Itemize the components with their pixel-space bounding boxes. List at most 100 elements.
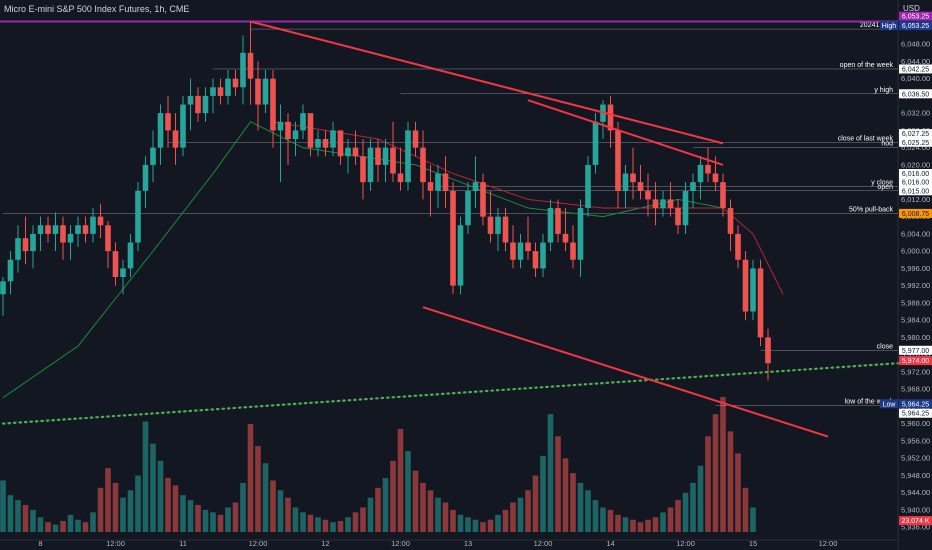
y-tick-label: 6,024.00: [901, 143, 930, 152]
candle-body: [22, 238, 29, 252]
volume-bar: [735, 453, 741, 532]
y-tick-label: 5,972.00: [901, 367, 930, 376]
y-tick-label: 5,956.00: [901, 436, 930, 445]
candle-body: [142, 164, 149, 191]
price-tag: [899, 177, 932, 187]
volume-bar: [382, 478, 389, 532]
price-tag-text: 6,053.25: [902, 23, 929, 30]
volume-bar: [517, 497, 524, 532]
candle-body: [135, 190, 141, 243]
candle-body: [97, 216, 104, 226]
candle-body: [60, 225, 66, 243]
price-tag-flag-text: Low: [883, 401, 897, 408]
candle-body: [705, 164, 711, 174]
volume-bar: [90, 512, 96, 532]
volume-bar: [420, 482, 426, 532]
volume-bar: [307, 514, 314, 532]
volume-bar: [435, 497, 441, 532]
volume-bar: [742, 487, 749, 532]
x-tick-label: 12:00: [676, 539, 695, 548]
x-tick-label: 12:00: [249, 539, 268, 548]
volume-bar: [675, 500, 681, 532]
volume-bar: [22, 505, 29, 532]
price-tag-text: 5,964.25: [902, 411, 929, 418]
candle-body: [345, 147, 351, 157]
candle-body: [210, 87, 216, 96]
volume-bar: [15, 500, 21, 532]
price-tag: [899, 516, 932, 526]
volume-bar: [105, 468, 111, 532]
volume-bar: [660, 512, 666, 532]
currency-label[interactable]: USD: [903, 4, 920, 13]
candle-body: [37, 225, 44, 234]
level-label: y high: [874, 87, 893, 94]
candle-body: [540, 242, 546, 269]
candle-body: [570, 242, 576, 260]
candle-body: [247, 52, 254, 79]
candle-body: [217, 87, 224, 96]
ema-red-line: [272, 121, 784, 295]
candle-body: [397, 173, 404, 183]
volume-bar: [562, 458, 569, 532]
candle-body: [765, 337, 771, 364]
candle-body: [232, 78, 239, 88]
y-tick-label: 6,032.00: [901, 109, 930, 118]
candle-body: [195, 95, 201, 114]
candle-body: [742, 259, 749, 312]
candle-body: [127, 242, 134, 269]
x-tick-label: 12:00: [534, 539, 553, 548]
volume-bar: [285, 497, 291, 532]
volume-bar: [667, 507, 674, 532]
price-tag: [899, 356, 932, 366]
candle-body: [75, 225, 81, 234]
price-tag: [899, 186, 932, 196]
volume-bar: [315, 517, 321, 532]
candle-body: [352, 147, 359, 157]
level-label: open: [877, 184, 893, 191]
volume-bar: [75, 519, 81, 532]
volume-bar: [202, 509, 209, 532]
volume-bar: [165, 478, 171, 532]
y-tick-label: 5,940.00: [901, 505, 930, 514]
volume-bar: [570, 473, 576, 532]
volume-bar: [637, 522, 644, 532]
volume-bar: [472, 519, 479, 532]
level-label: open of the week: [840, 62, 894, 69]
volume-bar: [690, 482, 696, 532]
candle-body: [427, 182, 434, 191]
candle-body: [412, 130, 419, 148]
x-tick-label: 8: [38, 539, 42, 548]
volume-bar: [645, 519, 651, 532]
price-tag-text: 6,008.75: [902, 211, 929, 218]
x-tick-label: 13: [464, 539, 472, 548]
volume-bar: [630, 519, 636, 532]
price-tag: [899, 11, 932, 21]
volume-bar: [172, 485, 179, 532]
candle-body: [240, 52, 246, 88]
x-tick-label: 12:00: [106, 539, 125, 548]
candle-body: [622, 173, 629, 191]
candle-body: [495, 216, 501, 234]
volume-bar: [720, 397, 726, 532]
level-label: low of the week: [845, 398, 894, 405]
volume-bar: [97, 487, 104, 532]
volume-bar: [82, 522, 89, 532]
candle-body: [517, 242, 524, 260]
candle-body: [465, 190, 471, 226]
candle-body: [157, 113, 164, 148]
volume-bar: [487, 519, 494, 532]
candle-body: [30, 233, 36, 252]
y-tick-label: 5,944.00: [901, 488, 930, 497]
price-tag-text: 5,974.00: [902, 358, 929, 365]
price-tag-text: 5,964.25: [902, 401, 929, 408]
x-tick-label: 12: [321, 539, 329, 548]
volume-bar: [457, 514, 464, 532]
candle-body: [262, 78, 269, 105]
candle-body: [637, 182, 644, 191]
price-tag-text: 6,015.00: [902, 188, 929, 195]
level-label: close: [877, 343, 893, 350]
dotted-trendline: [1, 362, 900, 425]
price-tag-text: 6,016.00: [902, 171, 929, 178]
price-tag: [899, 399, 932, 409]
